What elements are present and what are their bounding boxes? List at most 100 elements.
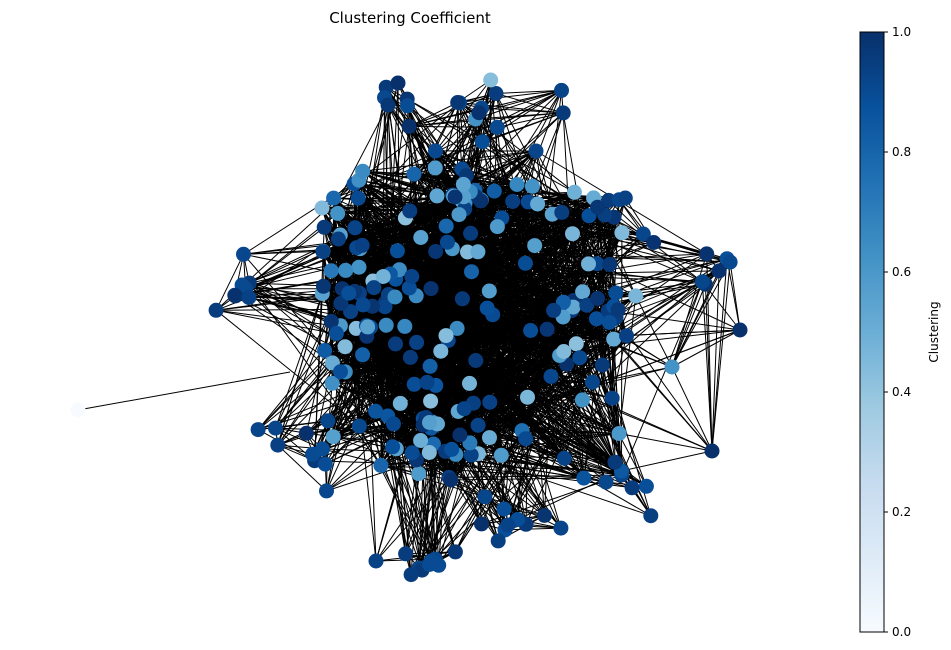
network-edge bbox=[608, 310, 741, 331]
network-node bbox=[468, 353, 484, 368]
network-node bbox=[402, 203, 418, 219]
network-edge bbox=[484, 496, 545, 516]
colorbar-tick-label: 0.8 bbox=[892, 145, 911, 159]
network-node bbox=[635, 226, 651, 242]
network-edge bbox=[621, 232, 703, 283]
network-node bbox=[422, 358, 438, 374]
network-node bbox=[523, 323, 539, 338]
network-node bbox=[387, 289, 403, 305]
network-node bbox=[543, 368, 559, 384]
network-node bbox=[624, 480, 640, 496]
network-node bbox=[413, 230, 429, 245]
network-node bbox=[341, 285, 357, 301]
network-node bbox=[581, 256, 596, 272]
network-node bbox=[438, 328, 454, 344]
network-node bbox=[590, 199, 606, 215]
network-node bbox=[520, 389, 535, 405]
network-node bbox=[423, 553, 439, 569]
network-node bbox=[375, 269, 391, 284]
network-node bbox=[429, 188, 445, 204]
network-node bbox=[664, 359, 680, 375]
network-node bbox=[324, 375, 340, 391]
network-node bbox=[320, 413, 336, 429]
colorbar-tick-label: 0.6 bbox=[892, 265, 911, 279]
colorbar-ticks: 0.0 0.2 0.4 0.6 0.8 1.0 bbox=[884, 25, 911, 639]
network-node bbox=[328, 325, 344, 341]
network-node bbox=[493, 447, 509, 463]
network-node bbox=[608, 285, 624, 301]
network-edge bbox=[362, 170, 518, 185]
network-node bbox=[486, 183, 502, 199]
network-node bbox=[317, 343, 333, 358]
network-node bbox=[524, 178, 540, 194]
network-edge bbox=[404, 217, 491, 403]
network-edge bbox=[277, 444, 327, 492]
network-edge bbox=[611, 335, 627, 399]
network-node bbox=[704, 443, 720, 459]
network-edge bbox=[457, 411, 633, 489]
network-edge bbox=[535, 150, 617, 294]
network-node bbox=[422, 415, 437, 430]
network-node bbox=[607, 454, 623, 470]
network-node bbox=[490, 533, 506, 549]
network-node bbox=[438, 218, 454, 234]
network-node bbox=[368, 553, 384, 569]
network-node bbox=[380, 97, 396, 113]
network-node bbox=[454, 291, 470, 307]
network-node bbox=[460, 244, 475, 260]
colorbar bbox=[859, 31, 885, 633]
network-edge bbox=[671, 261, 731, 368]
network-node bbox=[527, 238, 543, 254]
network-edge bbox=[323, 285, 713, 452]
network-node bbox=[474, 516, 489, 532]
network-node bbox=[576, 470, 592, 486]
network-node bbox=[579, 297, 595, 313]
network-node bbox=[574, 392, 590, 408]
network-node bbox=[470, 417, 486, 433]
network-node bbox=[338, 262, 354, 278]
network-node bbox=[333, 364, 348, 380]
network-node bbox=[406, 376, 422, 392]
network-node bbox=[584, 374, 600, 390]
network-node bbox=[351, 418, 367, 434]
network-edge bbox=[471, 271, 703, 283]
network-edge bbox=[495, 89, 562, 94]
network-edge bbox=[393, 196, 455, 425]
network-edge bbox=[426, 314, 494, 383]
network-edge bbox=[635, 295, 673, 368]
network-node bbox=[462, 375, 477, 391]
network-node bbox=[601, 314, 617, 330]
network-edge bbox=[77, 371, 291, 411]
colorbar-tick-label: 0.0 bbox=[892, 625, 911, 639]
network-edge bbox=[489, 318, 597, 403]
network-node bbox=[483, 72, 499, 88]
network-node bbox=[428, 143, 443, 159]
network-node bbox=[333, 295, 349, 311]
network-node bbox=[423, 393, 439, 409]
network-node bbox=[355, 347, 371, 363]
network-edge bbox=[478, 424, 620, 434]
network-node bbox=[366, 280, 382, 296]
network-node bbox=[450, 95, 466, 110]
network-node bbox=[449, 320, 465, 336]
network-edge bbox=[393, 251, 479, 425]
network-edge bbox=[314, 227, 325, 461]
network-node bbox=[411, 466, 427, 482]
node-layer bbox=[70, 72, 748, 583]
network-node bbox=[565, 226, 580, 242]
network-node bbox=[546, 302, 562, 318]
network-node bbox=[402, 349, 418, 365]
network-node bbox=[315, 441, 330, 457]
network-node bbox=[537, 507, 552, 523]
network-node bbox=[732, 322, 748, 338]
network-edge bbox=[429, 201, 529, 423]
network-node bbox=[553, 520, 569, 536]
network-node bbox=[250, 422, 266, 438]
network-edge bbox=[275, 293, 323, 429]
network-node bbox=[643, 508, 659, 524]
network-node bbox=[323, 263, 339, 279]
network-edge bbox=[466, 175, 518, 185]
network-node bbox=[619, 328, 634, 344]
network-node bbox=[482, 430, 497, 446]
network-node bbox=[401, 280, 417, 296]
